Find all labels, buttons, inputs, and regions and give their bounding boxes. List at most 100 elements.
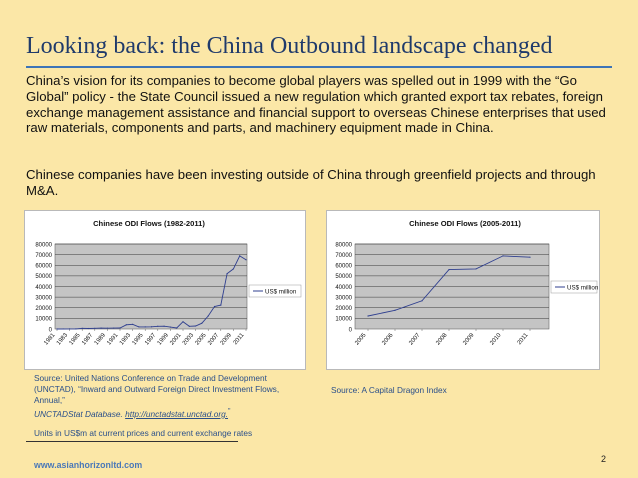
x-tick-label: 2001 (169, 332, 183, 347)
page-number: 2 (601, 454, 607, 464)
x-tick-label: 1981 (43, 332, 57, 347)
data-point (87, 327, 90, 330)
chart-title: Chinese ODI Flows (1982-2011) (93, 219, 205, 228)
chart-odi-2005-2011: Chinese ODI Flows (2005-2011) 0 10000 20000… (326, 210, 600, 370)
data-point (394, 309, 396, 311)
data-point (207, 315, 209, 317)
intro-paragraph: China’s vision for its companies to beco… (26, 73, 606, 136)
data-point (232, 268, 234, 270)
source-unctad-text: Source: United Nations Conference on Tra… (34, 373, 280, 405)
chart-odi-2005-2011-svg: Chinese ODI Flows (2005-2011) 0 10000 20000… (335, 219, 599, 347)
data-point (226, 272, 228, 275)
x-tick-label: 1983 (56, 332, 70, 347)
legend-box (248, 284, 302, 298)
data-point (113, 327, 115, 329)
y-tick-label: 40000 (35, 285, 52, 291)
data-point (106, 327, 108, 329)
y-tick-label: 0 (49, 327, 53, 333)
y-tick-label: 30000 (335, 295, 352, 301)
data-point (239, 255, 241, 257)
x-tick-label: 2007 (207, 332, 221, 347)
chart-odi-1982-2011-svg: Chinese ODI Flows (1982-2011) 0 10000 20000… (35, 219, 302, 347)
title-divider (26, 66, 612, 68)
x-tick-label: 1997 (144, 332, 158, 347)
y-tick-label: 60000 (35, 264, 52, 270)
y-tick-label: 20000 (35, 306, 52, 312)
data-point (157, 325, 159, 327)
data-point (201, 322, 203, 324)
y-tick-label: 70000 (35, 253, 52, 259)
x-tick-label: 2008 (435, 332, 449, 347)
data-point (163, 325, 165, 327)
data-point (475, 268, 477, 270)
source-unctad: Source: United Nations Conference on Tra… (34, 373, 304, 420)
data-point (100, 327, 102, 329)
data-point (448, 268, 450, 271)
x-tick-label: 2003 (182, 332, 196, 347)
source-capital-dragon: Source: A Capital Dragon Index (331, 385, 447, 395)
x-tick-label: 2005 (195, 332, 209, 347)
data-point (138, 326, 140, 328)
x-tick-label: 2005 (354, 332, 368, 347)
data-point (421, 300, 423, 302)
legend-box (550, 280, 598, 294)
data-point (176, 327, 178, 329)
chart-odi-1982-2011: Chinese ODI Flows (1982-2011) 0 10000 20000… (24, 210, 306, 370)
data-point (125, 324, 127, 326)
x-tick-label: 1987 (81, 332, 95, 347)
data-point (56, 328, 58, 330)
data-point (62, 328, 64, 330)
data-point (81, 327, 83, 329)
data-point (119, 327, 121, 329)
y-tick-label: 0 (349, 327, 353, 333)
data-point (188, 325, 190, 327)
data-point (367, 315, 369, 317)
data-point (245, 259, 247, 261)
y-tick-label: 70000 (335, 253, 352, 259)
x-tick-label: 1993 (119, 332, 133, 347)
y-tick-label: 60000 (335, 264, 352, 270)
legend-label: US$ million (567, 284, 599, 291)
x-tick-label: 1989 (94, 332, 108, 347)
y-tick-label: 50000 (335, 274, 352, 280)
data-point (195, 325, 197, 327)
data-point (529, 256, 531, 258)
chart-title: Chinese ODI Flows (2005-2011) (409, 219, 521, 228)
x-tick-label: 2006 (381, 332, 395, 347)
data-point (169, 326, 171, 328)
data-point (502, 255, 504, 257)
investment-paragraph: Chinese companies have been investing ou… (26, 167, 596, 198)
x-tick-label: 1995 (132, 332, 146, 347)
y-tick-label: 40000 (335, 285, 352, 291)
x-tick-label: 2009 (462, 332, 476, 347)
y-tick-label: 10000 (335, 317, 352, 323)
y-tick-label: 10000 (35, 317, 52, 323)
x-tick-label: 1999 (157, 332, 171, 347)
data-point (150, 326, 153, 328)
data-point (69, 328, 71, 330)
x-tick-label: 2010 (489, 332, 503, 347)
data-point (220, 304, 222, 306)
data-point (75, 328, 77, 330)
data-point (132, 323, 134, 325)
source-unctad-link[interactable]: http://unctadstat.unctad.org. (125, 408, 229, 419)
footnote-divider (26, 441, 238, 442)
y-tick-label: 80000 (35, 242, 52, 248)
y-tick-label: 80000 (335, 242, 352, 248)
x-tick-label: 2009 (220, 332, 234, 347)
website-link[interactable]: www.asianhorizonltd.com (34, 460, 143, 470)
x-tick-label: 2011 (517, 332, 530, 346)
source-unctad-database: UNCTADStat Database. (34, 408, 123, 419)
y-tick-label: 50000 (35, 274, 52, 280)
x-tick-label: 1991 (106, 332, 120, 347)
units-note: Units in US$m at current prices and curr… (34, 428, 253, 438)
x-tick-label: 2007 (408, 332, 422, 347)
data-point (144, 326, 146, 328)
x-tick-label: 2011 (233, 332, 246, 346)
legend-label: US$ million (265, 288, 297, 295)
data-point (182, 321, 184, 323)
y-tick-label: 30000 (35, 295, 52, 301)
data-point (94, 327, 96, 329)
x-tick-label: 1985 (69, 332, 83, 347)
y-tick-label: 20000 (335, 306, 352, 312)
